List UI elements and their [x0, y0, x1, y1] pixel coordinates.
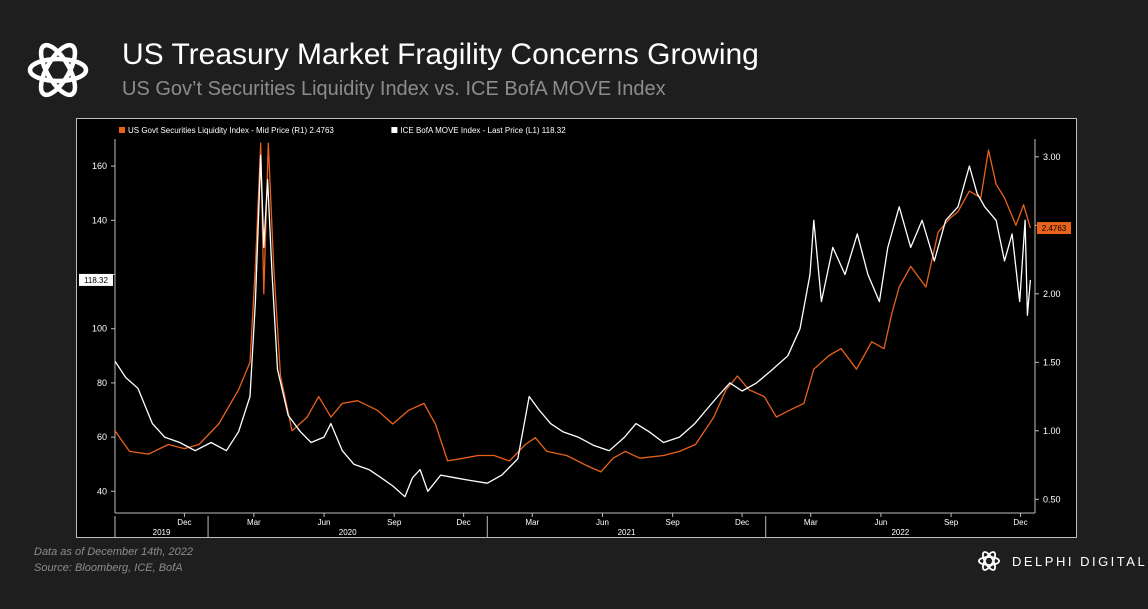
right-tick-label: 1.50: [1043, 357, 1061, 367]
x-tick-label: Dec: [735, 518, 749, 527]
brand-name: DELPHI DIGITAL: [1012, 553, 1148, 569]
right-tick-label: 0.50: [1043, 494, 1061, 504]
x-tick-label: Sep: [387, 518, 402, 527]
left-tick-label: 140: [92, 215, 107, 225]
year-label: 2021: [618, 528, 636, 537]
year-label: 2020: [339, 528, 357, 537]
brand-mark: DELPHI DIGITAL: [976, 546, 1147, 576]
x-tick-label: Mar: [804, 518, 818, 527]
x-tick-label: Jun: [874, 518, 887, 527]
liquidity-last-value-tag: [1037, 222, 1071, 235]
data-date-note: Data as of December 14th, 2022: [34, 546, 193, 558]
legend-label-move: ICE BofA MOVE Index - Last Price (L1) 11…: [400, 126, 566, 135]
legend-label-liquidity: US Govt Securities Liquidity Index - Mid…: [128, 126, 334, 135]
legend-swatch-liquidity: [119, 127, 125, 133]
left-tick-label: 40: [97, 486, 107, 496]
x-tick-label: Dec: [457, 518, 471, 527]
move-index-line: [114, 154, 1032, 498]
left-tick-label: 160: [92, 161, 107, 171]
x-tick-label: Dec: [177, 518, 191, 527]
left-tick-label: 60: [97, 432, 107, 442]
x-tick-label: Jun: [596, 518, 609, 527]
liquidity-last-value-label: 2.4763: [1042, 224, 1067, 233]
legend-swatch-move: [391, 127, 398, 133]
left-tick-label: 100: [92, 324, 107, 334]
brand-logo-icon: [977, 551, 1001, 571]
x-tick-label: Sep: [666, 518, 681, 527]
right-tick-label: 2.00: [1043, 289, 1061, 299]
source-note: Source: Bloomberg, ICE, BofA: [34, 562, 183, 574]
x-tick-label: Dec: [1013, 518, 1027, 527]
chart-panel: 40 60 80 100 140 160 0.50 1.00 1.50 2.00 3.00 Dec Ma…: [76, 118, 1077, 538]
right-tick-label: 3.00: [1043, 152, 1061, 162]
x-tick-label: Jun: [318, 518, 331, 527]
x-tick-label: Mar: [525, 518, 539, 527]
move-last-value-tag: [79, 273, 113, 286]
left-tick-label: 80: [97, 378, 107, 388]
x-tick-label: Sep: [944, 518, 959, 527]
liquidity-index-line: [114, 142, 1032, 473]
delphi-logo-icon: [27, 42, 89, 98]
x-tick-label: Mar: [247, 518, 261, 527]
right-tick-label: 1.00: [1043, 426, 1061, 436]
year-label: 2019: [153, 528, 171, 537]
move-last-value-label: 118.32: [84, 276, 108, 285]
line-chart: 40 60 80 100 140 160 0.50 1.00 1.50 2.00 3.00 Dec Ma…: [79, 126, 1071, 537]
year-label: 2022: [891, 528, 909, 537]
page-subtitle: US Gov’t Securities Liquidity Index vs. …: [122, 78, 666, 100]
page-title: US Treasury Market Fragility Concerns Gr…: [122, 38, 759, 71]
